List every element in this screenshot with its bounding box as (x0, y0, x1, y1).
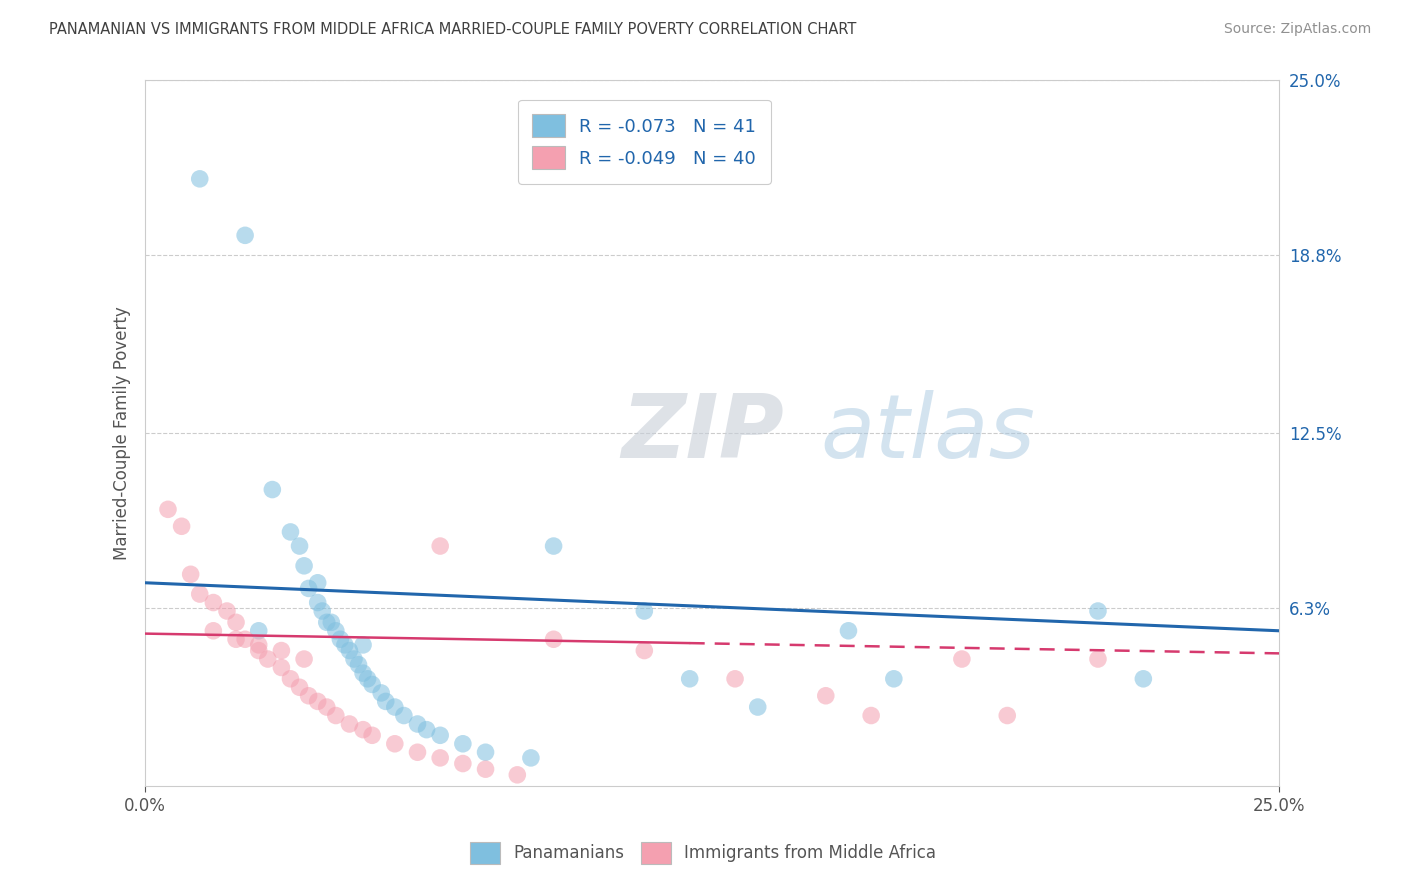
Point (325, 624, 347, 638)
Point (288, 539, 311, 553)
Point (352, 638, 374, 652)
Point (247, 643, 270, 657)
Point (339, 643, 361, 657)
Point (837, 624, 859, 638)
Point (215, 604, 238, 618)
Legend: R = -0.073   N = 41, R = -0.049   N = 40: R = -0.073 N = 41, R = -0.049 N = 40 (517, 100, 770, 184)
Point (315, 615, 337, 630)
Point (321, 615, 343, 630)
Point (724, 672, 747, 686)
Point (288, 680, 311, 694)
Point (392, 708, 415, 723)
Point (361, 728, 384, 742)
Point (247, 638, 270, 652)
Point (1087, 652, 1109, 666)
Point (307, 575, 329, 590)
Point (356, 672, 378, 686)
Point (292, 558, 315, 573)
Point (406, 717, 429, 731)
Point (384, 737, 406, 751)
Point (225, 632, 247, 647)
Point (429, 728, 451, 742)
Legend: Panamanians, Immigrants from Middle Africa: Panamanians, Immigrants from Middle Afri… (463, 836, 943, 871)
Point (280, 524, 302, 539)
Point (202, 595, 225, 609)
Point (451, 737, 474, 751)
Text: Source: ZipAtlas.com: Source: ZipAtlas.com (1223, 22, 1371, 37)
Point (280, 672, 302, 686)
Point (352, 666, 374, 681)
Point (256, 652, 278, 666)
Text: ZIP: ZIP (621, 390, 785, 476)
Text: PANAMANIAN VS IMMIGRANTS FROM MIDDLE AFRICA MARRIED-COUPLE FAMILY POVERTY CORREL: PANAMANIAN VS IMMIGRANTS FROM MIDDLE AFR… (49, 22, 856, 37)
Point (406, 745, 429, 759)
Point (860, 708, 883, 723)
Point (543, 539, 565, 553)
Point (995, 708, 1018, 723)
Point (451, 756, 474, 771)
Point (180, 567, 202, 582)
Point (950, 652, 973, 666)
Point (315, 700, 337, 714)
Point (262, 483, 284, 497)
Point (1087, 604, 1109, 618)
Point (188, 171, 211, 186)
Point (298, 689, 321, 703)
Point (883, 672, 905, 686)
Point (343, 652, 366, 666)
Point (384, 700, 406, 714)
Point (202, 624, 225, 638)
Point (474, 762, 496, 776)
Text: atlas: atlas (820, 390, 1035, 476)
Point (374, 694, 396, 708)
Point (233, 228, 256, 243)
Point (543, 632, 565, 647)
Point (298, 582, 321, 596)
Point (429, 751, 451, 765)
Point (156, 502, 179, 516)
Point (633, 643, 655, 657)
Point (311, 604, 333, 618)
Point (339, 717, 361, 731)
Point (347, 657, 370, 672)
Point (325, 708, 347, 723)
Point (1132, 672, 1154, 686)
Point (747, 700, 769, 714)
Point (679, 672, 702, 686)
Point (506, 768, 529, 782)
Point (247, 624, 270, 638)
Point (225, 615, 247, 630)
Point (520, 751, 543, 765)
Point (329, 632, 352, 647)
Point (188, 587, 211, 601)
Point (429, 539, 451, 553)
Point (352, 723, 374, 737)
Point (633, 604, 655, 618)
Point (270, 660, 292, 674)
Point (415, 723, 437, 737)
Point (170, 519, 193, 533)
Point (270, 643, 292, 657)
Point (307, 595, 329, 609)
Point (361, 677, 384, 691)
Point (307, 694, 329, 708)
Point (333, 638, 356, 652)
Point (814, 689, 837, 703)
Point (370, 686, 392, 700)
Point (292, 652, 315, 666)
Point (474, 745, 496, 759)
Point (233, 632, 256, 647)
Y-axis label: Married-Couple Family Poverty: Married-Couple Family Poverty (114, 306, 131, 560)
